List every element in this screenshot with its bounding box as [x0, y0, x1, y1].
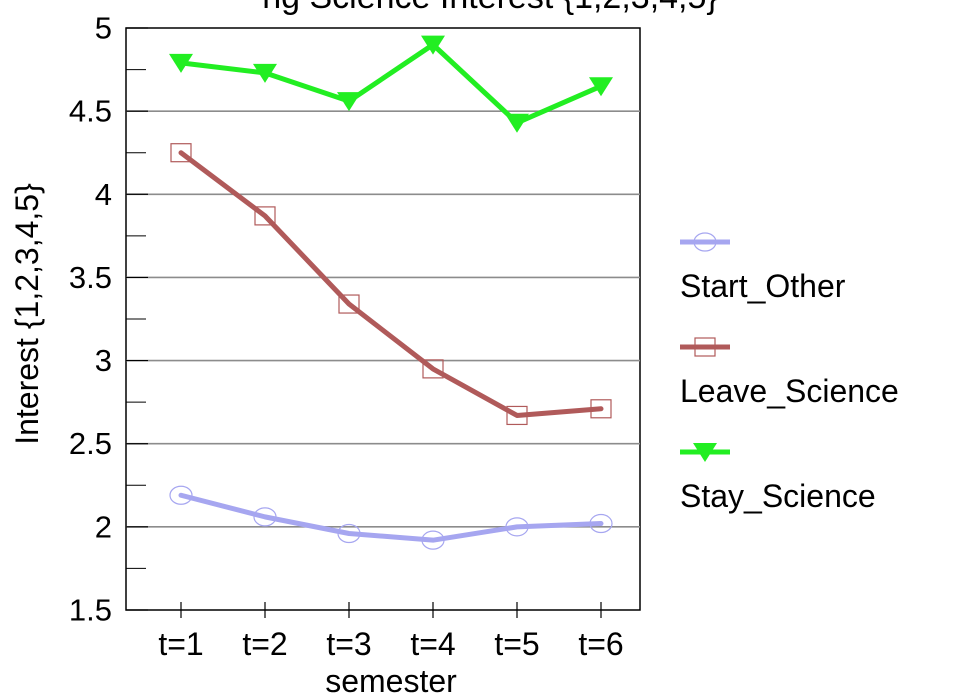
series-markers [169, 35, 613, 550]
y-tick-label: 1.5 [69, 593, 112, 628]
data-point [253, 507, 277, 527]
data-point [422, 359, 444, 379]
data-point [254, 206, 276, 226]
series-line [178, 492, 604, 543]
x-axis: t=1 t=2 t=3 t=4 t=5 t=6 [158, 602, 624, 662]
y-axis-label: Interest {1,2,3,4,5} [9, 183, 45, 445]
plot-area [125, 27, 641, 611]
data-point [590, 399, 612, 419]
data-point [253, 63, 277, 83]
legend-marker [693, 232, 717, 252]
series-lines [178, 42, 604, 543]
data-point [505, 113, 529, 133]
y-tick-label: 2 [95, 509, 112, 544]
plot-frame [125, 27, 641, 611]
legend-label: Stay_Science [680, 478, 876, 514]
data-point [505, 517, 529, 537]
data-point [337, 92, 361, 112]
data-point [421, 35, 445, 55]
legend-marker [693, 443, 717, 462]
y-axis: 1.5 2 2.5 3 3.5 4 4.5 5 [69, 11, 148, 628]
data-point [421, 530, 445, 550]
series-line [178, 150, 604, 418]
data-point [589, 77, 613, 97]
x-tick-label: t=6 [578, 626, 623, 662]
data-point [337, 523, 361, 544]
legend-label: Leave_Science [680, 373, 899, 409]
y-tick-label: 5 [95, 11, 112, 46]
x-axis-label: semester [325, 663, 457, 698]
y-tick-label: 2.5 [69, 426, 112, 461]
legend-label: Start_Other [680, 268, 846, 304]
data-point [170, 143, 192, 163]
data-point [169, 53, 193, 73]
y-tick-label: 3 [95, 343, 112, 378]
x-tick-label: t=2 [242, 626, 287, 662]
chart-title: ng Science Interest {1,2,3,4,5} [262, 0, 718, 16]
x-tick-label: t=5 [494, 626, 539, 662]
legend-marker [694, 337, 716, 357]
y-tick-label: 4.5 [69, 94, 112, 129]
x-tick-label: t=3 [326, 626, 371, 662]
legend: Start_Other Leave_Science Stay_Science [680, 232, 899, 514]
data-point [589, 513, 613, 534]
data-point [506, 405, 528, 426]
x-tick-label: t=4 [410, 626, 455, 662]
y-tick-label: 3.5 [69, 260, 112, 295]
series-line [178, 42, 604, 126]
data-point [338, 294, 360, 314]
data-point [169, 485, 193, 505]
x-tick-label: t=1 [158, 626, 203, 662]
y-tick-label: 4 [95, 177, 112, 212]
